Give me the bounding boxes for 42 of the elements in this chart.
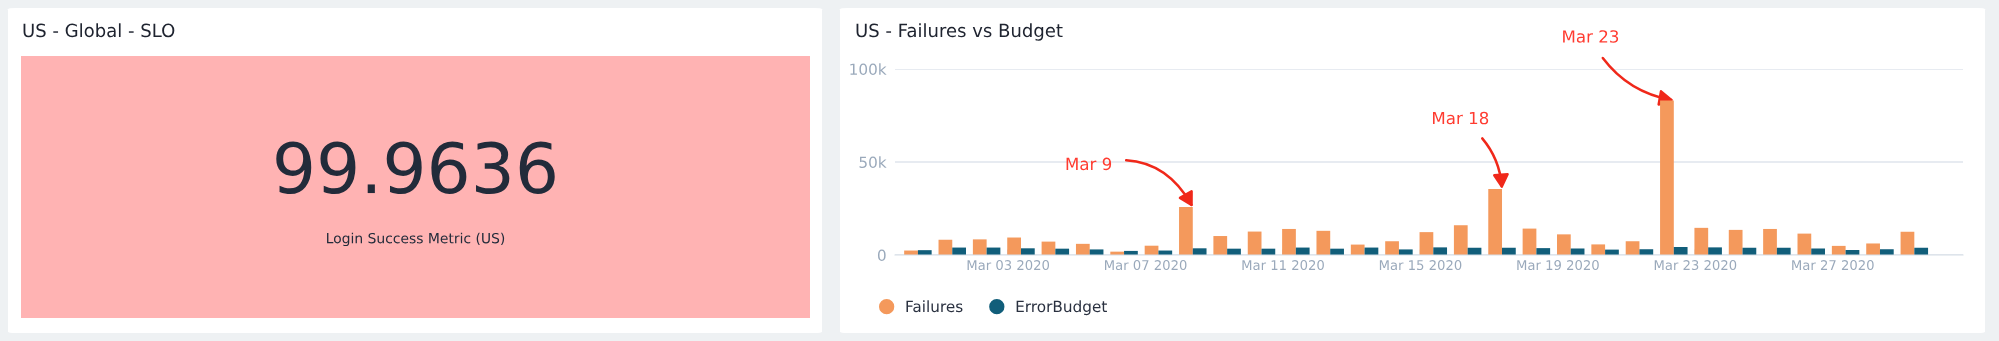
bar [1728,229,1743,255]
text: Login Success Metric (US) [327,232,505,247]
x-tick-label: Mar 11 2020 [1242,260,1324,271]
x-tick-label: Mar 03 2020 [967,260,1050,271]
bar [972,239,987,255]
y-tick-label: 100k [850,63,887,76]
legend-label: Failures [906,300,963,313]
x-tick-label: Mar 07 2020 [1105,260,1187,271]
y-tick-label: 50k [859,156,887,169]
bar [1556,234,1571,255]
text: US - Global - SLO [23,23,175,38]
bar [1007,237,1021,255]
bar [1694,227,1709,255]
bar [1075,243,1090,255]
bar [1316,230,1331,255]
bar [1522,228,1537,255]
legend-label: ErrorBudget [1016,300,1107,316]
bar [1811,248,1825,255]
bar [1708,247,1722,255]
x-tick-label: Mar 23 2020 [1654,260,1737,271]
bar [1398,249,1413,255]
annotation: Mar 18 [1433,111,1489,125]
bar [1020,248,1035,255]
chart-title: US - Failures vs Budget [856,23,1063,41]
x-tick-label: Mar 27 2020 [1792,260,1874,271]
bar [1213,236,1228,255]
bar [1763,228,1777,255]
bar [1433,247,1448,255]
bar [1591,244,1606,255]
bar [1282,228,1296,255]
annotation: Mar 9 [1066,157,1112,171]
text: 99.9636 [276,141,555,195]
bar [1385,241,1399,255]
bar [1192,248,1207,255]
annotation: Mar 23 [1563,30,1619,43]
y-tick-label: 0 [877,249,886,262]
x-tick-label: Mar 15 2020 [1379,260,1462,271]
bar [1419,232,1434,255]
bar [1453,225,1468,255]
bar [1866,243,1880,255]
x-tick-label: Mar 19 2020 [1517,260,1599,271]
bar [1831,245,1846,255]
